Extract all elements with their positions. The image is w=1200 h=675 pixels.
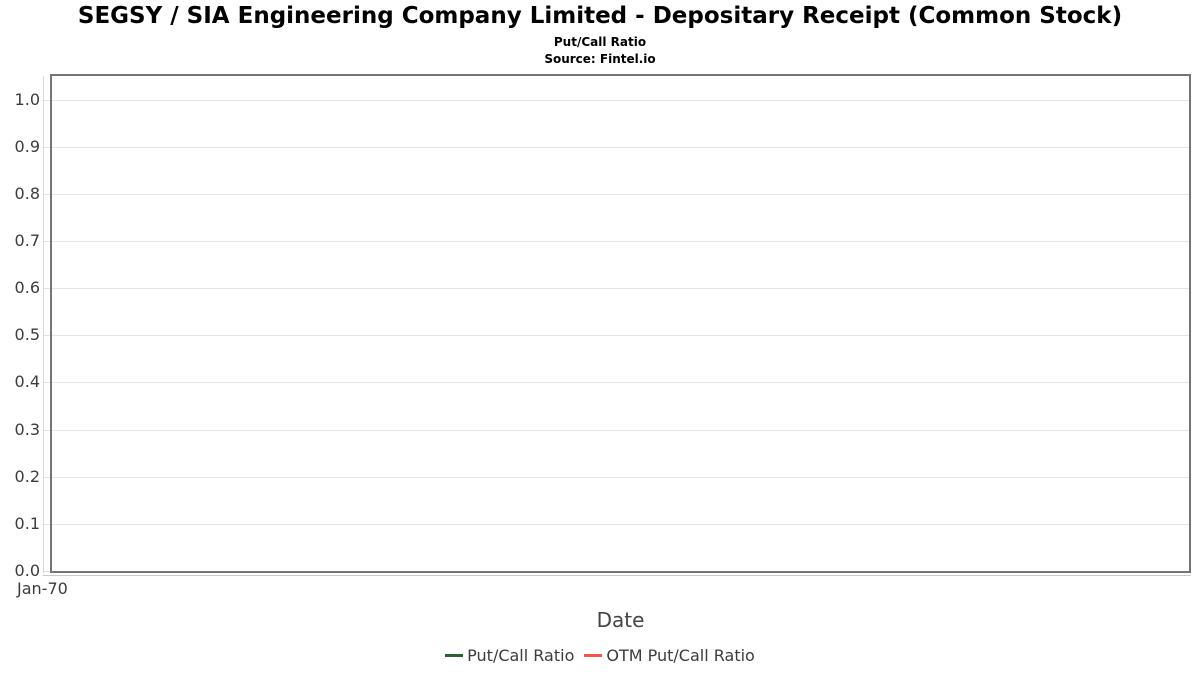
legend-line-icon xyxy=(445,654,464,657)
gridline xyxy=(44,429,1189,431)
gridline xyxy=(44,193,1189,195)
y-tick-label: 0.3 xyxy=(14,419,40,439)
y-axis-line xyxy=(43,76,44,573)
y-tick-label: 0.8 xyxy=(14,183,40,203)
legend-item[interactable]: OTM Put/Call Ratio xyxy=(584,646,755,665)
y-tick-label: 1.0 xyxy=(14,89,40,109)
gridline xyxy=(44,99,1189,101)
gridline xyxy=(44,523,1189,525)
legend: Put/Call Ratio OTM Put/Call Ratio xyxy=(0,646,1200,665)
y-tick-label: 0.0 xyxy=(14,561,40,580)
gridline xyxy=(44,288,1189,290)
x-axis-title: Date xyxy=(596,608,645,632)
y-tick-label: 0.1 xyxy=(14,513,40,533)
y-tick-label: 0.2 xyxy=(14,466,40,486)
plot-area xyxy=(50,74,1191,573)
y-tick-label: 0.6 xyxy=(14,278,40,298)
y-tick-label: 0.4 xyxy=(14,372,40,392)
x-tick-label: Jan-70 xyxy=(17,579,68,598)
gridline xyxy=(44,241,1189,242)
y-tick-label: 0.9 xyxy=(14,136,40,156)
y-tick-label: 0.5 xyxy=(14,325,40,345)
legend-label: Put/Call Ratio xyxy=(467,646,575,665)
gridline xyxy=(44,476,1189,478)
chart-subtitle: Put/Call Ratio xyxy=(553,35,647,49)
legend-line-icon xyxy=(584,654,603,657)
chart-source: Source: Fintel.io xyxy=(544,52,656,66)
legend-label: OTM Put/Call Ratio xyxy=(606,646,755,665)
chart-title: SEGSY / SIA Engineering Company Limited … xyxy=(77,3,1123,29)
gridline xyxy=(44,146,1189,148)
x-axis-line xyxy=(43,575,1191,576)
gridline xyxy=(44,382,1189,384)
gridline xyxy=(44,335,1189,337)
y-tick-label: 0.7 xyxy=(14,231,40,250)
legend-item[interactable]: Put/Call Ratio xyxy=(445,646,574,665)
